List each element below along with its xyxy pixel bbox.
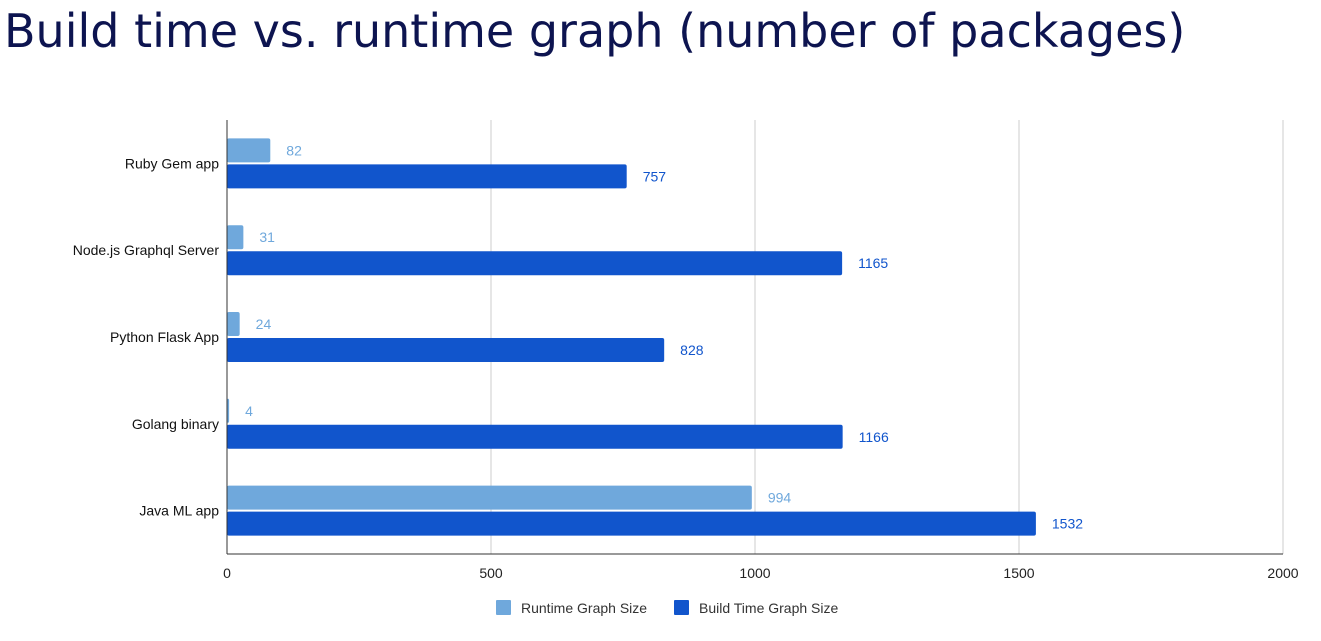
x-tick-label: 1000 (739, 565, 770, 581)
bar (227, 338, 665, 362)
category-label: Ruby Gem app (125, 155, 219, 171)
legend: Runtime Graph Size Build Time Graph Size (496, 600, 838, 616)
bar (227, 225, 244, 250)
data-labels: 82 757 31 1165 24 828 4 1166 994 1532 (245, 142, 1083, 531)
data-label: 757 (643, 168, 667, 184)
legend-label: Build Time Graph Size (699, 600, 838, 616)
category-label: Golang binary (132, 416, 219, 432)
gridlines (490, 120, 1284, 554)
legend-swatch (674, 600, 689, 615)
bar (227, 511, 1036, 536)
data-label: 24 (256, 316, 272, 332)
data-label: 1166 (859, 429, 889, 445)
x-tick-label: 2000 (1267, 565, 1298, 581)
data-label: 1532 (1052, 516, 1083, 532)
category-labels: Ruby Gem app Node.js Graphql Server Python… (73, 155, 220, 518)
data-label: 82 (286, 142, 302, 158)
legend-swatch (496, 600, 511, 615)
x-tick-label: 0 (223, 565, 231, 581)
bar (227, 164, 627, 189)
category-label: Node.js Graphql Server (73, 242, 220, 258)
bar (227, 138, 271, 163)
category-label: Java ML app (139, 503, 219, 519)
axes (226, 120, 1283, 555)
x-tick-label: 500 (479, 565, 503, 581)
bars (227, 138, 1036, 536)
bar (227, 251, 843, 276)
data-label: 31 (259, 229, 275, 245)
data-label: 4 (245, 403, 253, 419)
bar (227, 424, 843, 449)
data-label: 1165 (858, 255, 888, 271)
x-tick-label: 1500 (1003, 565, 1034, 581)
category-label: Python Flask App (110, 329, 219, 345)
legend-label: Runtime Graph Size (521, 600, 647, 616)
x-tick-labels: 0 500 1000 1500 2000 (223, 565, 1299, 581)
bar (227, 312, 240, 336)
chart-title: Build time vs. runtime graph (number of … (4, 4, 1186, 58)
data-label: 994 (768, 490, 792, 506)
data-label: 828 (680, 342, 704, 358)
bar (227, 398, 230, 423)
bar (227, 485, 752, 510)
